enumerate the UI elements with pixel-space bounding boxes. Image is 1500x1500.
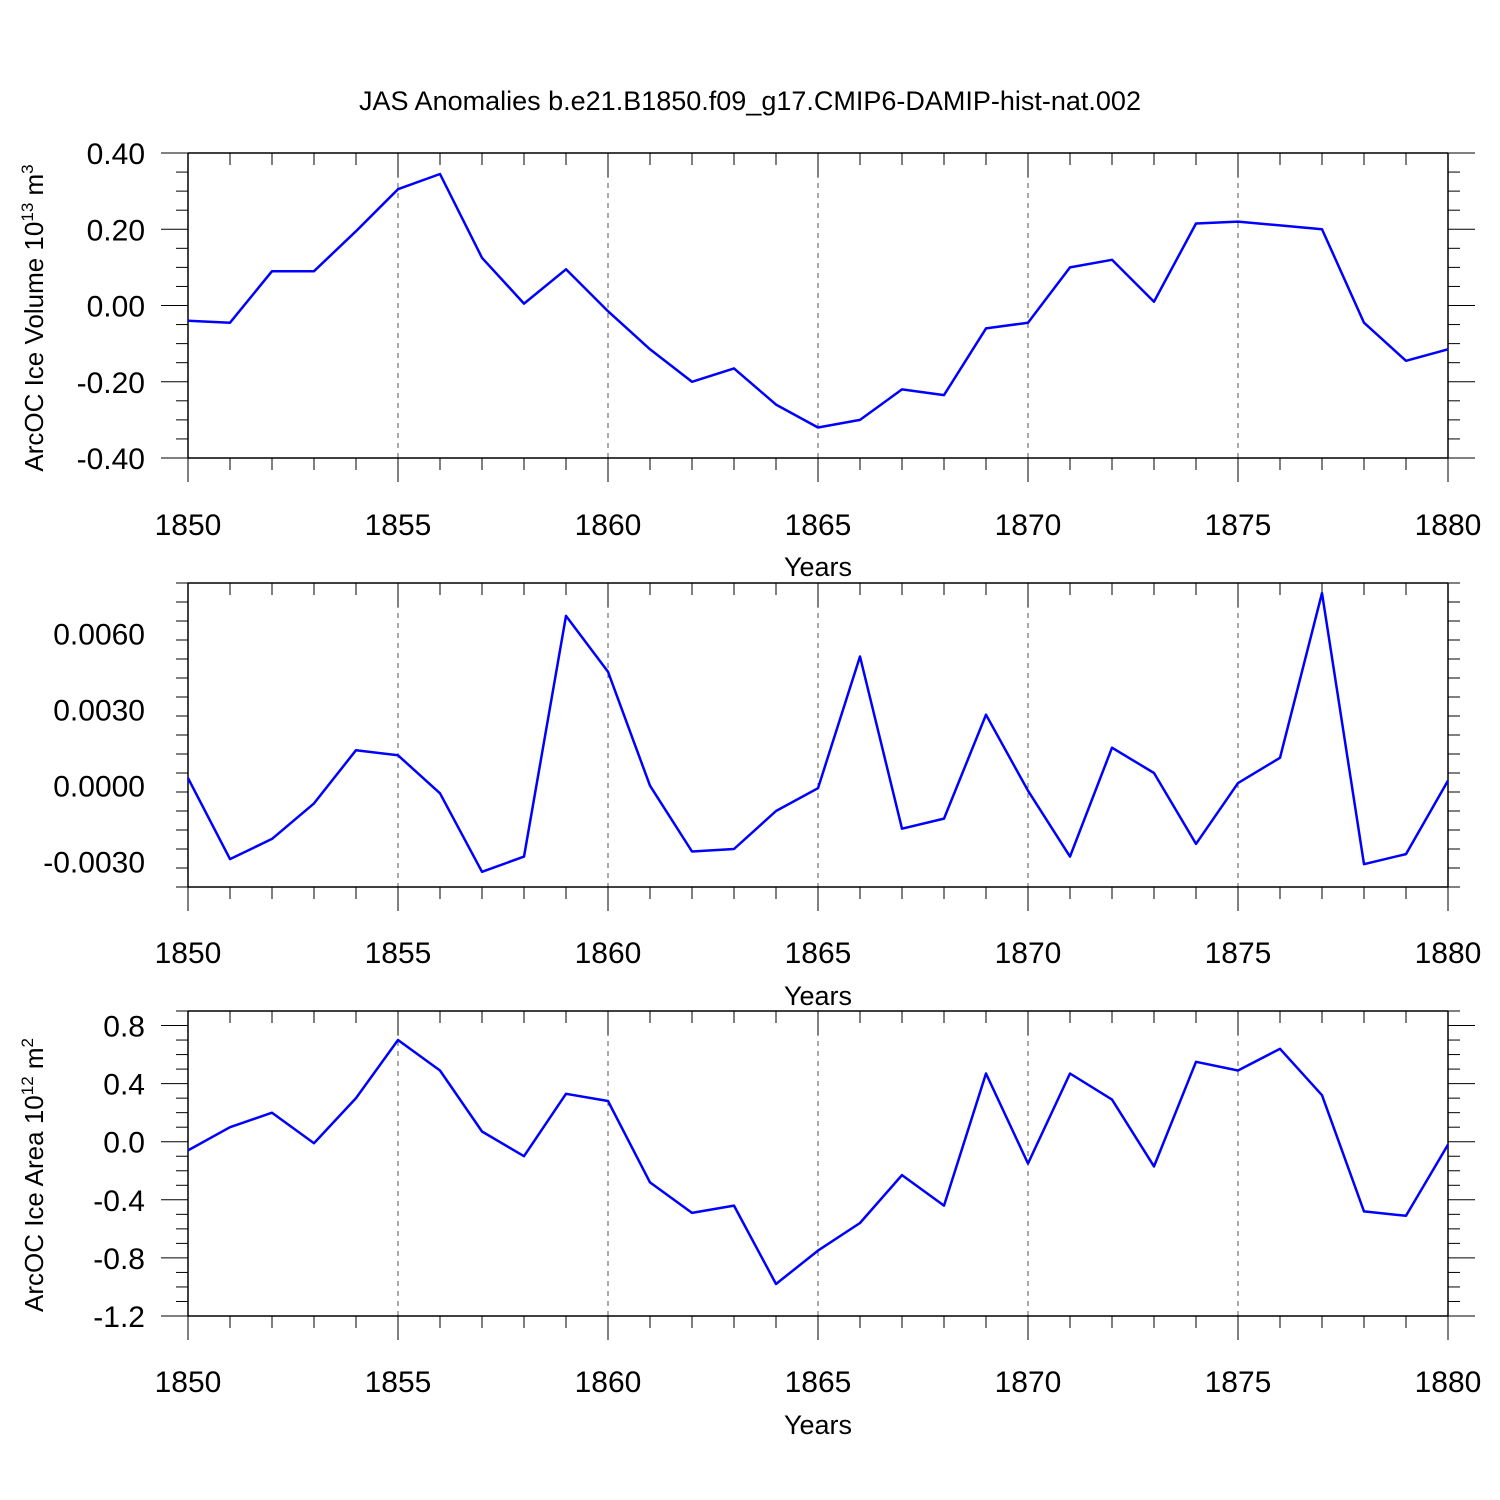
x-tick-label: 1850 (155, 509, 222, 542)
panel-3: -1.2 -0.8 -0.4 0.0 0.4 0.8 1850 1855 1860 1865 187… (18, 1010, 1482, 1440)
x-tick-label: 1875 (1205, 509, 1272, 542)
y-axis-label: ArcOC Ice Area 1012 m2 (18, 1038, 49, 1312)
series-line (186, 591, 1450, 874)
x-tick-label: 1855 (365, 1366, 432, 1399)
x-axis-label: Years (784, 981, 852, 1011)
series-line (187, 172, 1449, 429)
y-tick-label: 0.0 (103, 1127, 145, 1160)
y-tick-label: 0.4 (103, 1069, 145, 1102)
x-tick-label: 1855 (365, 937, 432, 970)
x-tick-label: 1880 (1415, 509, 1482, 542)
x-tick-label: 1870 (995, 1366, 1062, 1399)
y-tick-label: 0.0030 (53, 695, 145, 728)
x-tick-label: 1860 (575, 937, 642, 970)
y-tick-label: -0.4 (93, 1185, 145, 1218)
x-axis-label: Years (784, 552, 852, 582)
y-tick-label: 0.0000 (53, 771, 145, 804)
panels: -0.40 -0.20 0.00 0.20 0.40 1850 1855 1860 1865 18… (18, 138, 1482, 1440)
y-tick-label: 0.00 (87, 291, 145, 324)
y-tick-label: -0.0030 (43, 847, 145, 880)
x-tick-label: 1880 (1415, 937, 1482, 970)
y-tick-label: 0.8 (103, 1011, 145, 1044)
x-tick-label: 1850 (155, 937, 222, 970)
y-tick-label: 0.40 (87, 138, 145, 171)
y-tick-label: -0.40 (77, 443, 145, 476)
x-tick-label: 1865 (785, 509, 852, 542)
x-tick-label: 1855 (365, 509, 432, 542)
x-tick-label: 1850 (155, 1366, 222, 1399)
y-tick-label: 0.0060 (53, 619, 145, 652)
series-line (187, 1038, 1450, 1286)
y-axis-label: ArcOC Ice Volume 1013 m3 (18, 164, 49, 471)
y-tick-label: -0.20 (77, 367, 145, 400)
chart-title: JAS Anomalies b.e21.B1850.f09_g17.CMIP6-… (359, 86, 1141, 116)
x-tick-label: 1860 (575, 1366, 642, 1399)
x-tick-label: 1865 (785, 1366, 852, 1399)
panel-2: -0.0030 0.0000 0.0030 0.0060 1850 1855 1860 186… (43, 582, 1482, 1011)
x-tick-label: 1870 (995, 937, 1062, 970)
x-tick-label: 1875 (1205, 1366, 1272, 1399)
panel-1: -0.40 -0.20 0.00 0.20 0.40 1850 1855 1860 1865 18… (18, 138, 1481, 582)
x-axis-label: Years (784, 1410, 852, 1440)
y-tick-label: -1.2 (93, 1301, 145, 1334)
x-tick-label: 1870 (995, 509, 1062, 542)
x-tick-label: 1880 (1415, 1366, 1482, 1399)
x-tick-label: 1875 (1205, 937, 1272, 970)
x-tick-label: 1860 (575, 509, 642, 542)
y-tick-label: -0.8 (93, 1243, 145, 1276)
x-tick-label: 1865 (785, 937, 852, 970)
y-tick-label: 0.20 (87, 214, 145, 247)
